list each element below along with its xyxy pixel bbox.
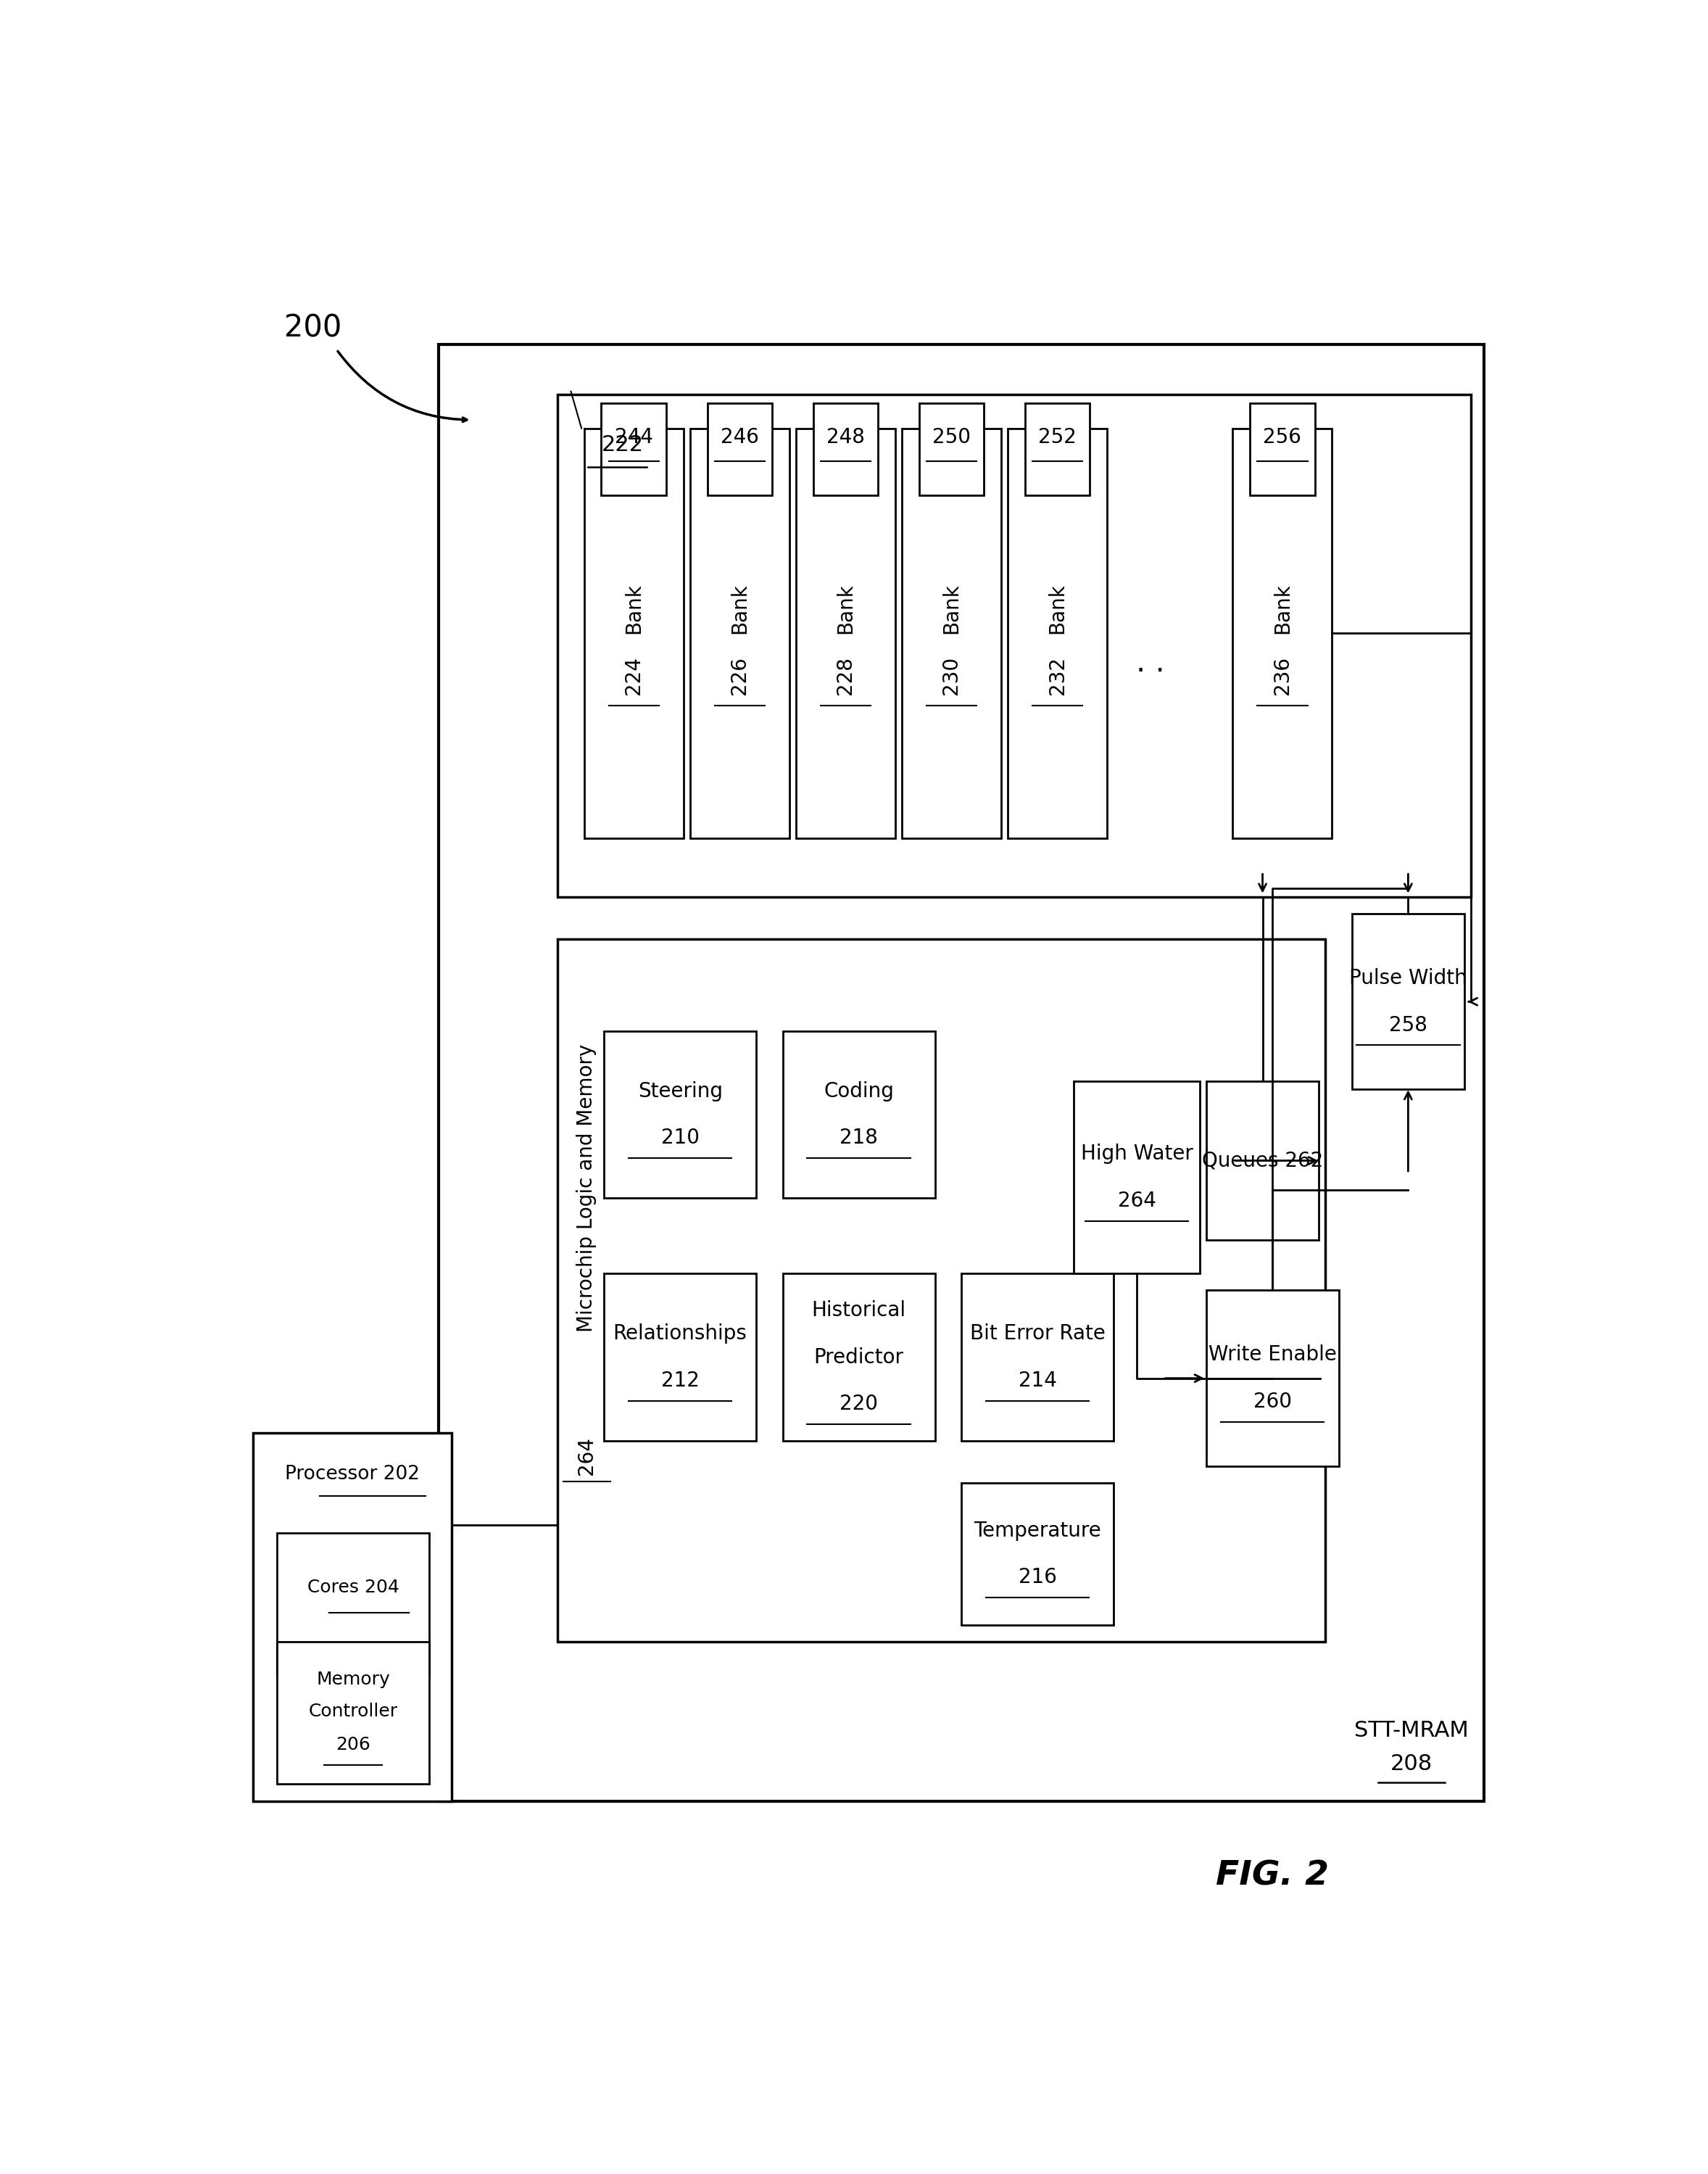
Text: 256: 256 bbox=[1264, 428, 1301, 448]
Bar bbox=[605, 1274, 757, 1441]
Text: 246: 246 bbox=[721, 428, 758, 448]
Text: Write Enable: Write Enable bbox=[1208, 1346, 1337, 1365]
Bar bbox=[557, 939, 1325, 1641]
Text: Memory: Memory bbox=[316, 1672, 389, 1689]
Text: 260: 260 bbox=[1254, 1391, 1291, 1411]
Bar bbox=[277, 1641, 429, 1785]
Text: Relationships: Relationships bbox=[613, 1324, 746, 1344]
Bar bbox=[1008, 428, 1107, 839]
Bar bbox=[439, 346, 1484, 1800]
Text: Controller: Controller bbox=[309, 1702, 398, 1720]
Text: 232: 232 bbox=[1047, 657, 1068, 694]
Text: High Water: High Water bbox=[1081, 1144, 1192, 1163]
Text: Steering: Steering bbox=[637, 1080, 722, 1102]
Bar bbox=[1206, 1291, 1339, 1465]
Text: Cores 204: Cores 204 bbox=[307, 1578, 400, 1596]
Bar bbox=[601, 402, 666, 496]
Text: Historical: Historical bbox=[811, 1300, 905, 1320]
Text: 212: 212 bbox=[661, 1370, 699, 1391]
Bar bbox=[1353, 913, 1464, 1089]
Bar bbox=[796, 428, 895, 839]
Bar bbox=[707, 402, 772, 496]
Text: 258: 258 bbox=[1389, 1015, 1428, 1035]
Text: Bank: Bank bbox=[835, 583, 856, 633]
Text: 248: 248 bbox=[827, 428, 864, 448]
Text: 226: 226 bbox=[729, 657, 750, 694]
Text: Bank: Bank bbox=[1047, 583, 1068, 633]
Text: Predictor: Predictor bbox=[813, 1348, 904, 1367]
Text: 244: 244 bbox=[615, 428, 652, 448]
Text: Coding: Coding bbox=[823, 1080, 893, 1102]
Text: 220: 220 bbox=[840, 1394, 878, 1415]
Bar bbox=[782, 1274, 934, 1441]
Bar bbox=[1233, 428, 1332, 839]
Text: 214: 214 bbox=[1018, 1370, 1057, 1391]
Text: Bank: Bank bbox=[623, 583, 644, 633]
Text: Bank: Bank bbox=[941, 583, 962, 633]
Text: Pulse Width: Pulse Width bbox=[1349, 967, 1467, 989]
Bar bbox=[1074, 1080, 1199, 1274]
Bar bbox=[1025, 402, 1090, 496]
Text: 206: 206 bbox=[336, 1737, 371, 1754]
Text: 222: 222 bbox=[601, 435, 644, 457]
Text: 210: 210 bbox=[661, 1128, 699, 1148]
Text: 216: 216 bbox=[1018, 1567, 1057, 1587]
Text: 224: 224 bbox=[623, 657, 644, 694]
Bar bbox=[277, 1533, 429, 1676]
Text: 208: 208 bbox=[1390, 1754, 1433, 1774]
Text: 228: 228 bbox=[835, 657, 856, 694]
Text: Microchip Logic and Memory: Microchip Logic and Memory bbox=[577, 1044, 596, 1333]
Text: Processor 202: Processor 202 bbox=[285, 1465, 420, 1485]
Bar bbox=[902, 428, 1001, 839]
Text: 236: 236 bbox=[1272, 657, 1293, 694]
Text: 252: 252 bbox=[1038, 428, 1076, 448]
Text: Temperature: Temperature bbox=[974, 1520, 1102, 1541]
Text: . .: . . bbox=[1136, 648, 1165, 678]
Text: 218: 218 bbox=[840, 1128, 878, 1148]
Text: FIG. 2: FIG. 2 bbox=[1216, 1861, 1329, 1894]
Bar bbox=[557, 396, 1471, 898]
Text: 250: 250 bbox=[933, 428, 970, 448]
Bar bbox=[782, 1030, 934, 1198]
Text: STT-MRAM: STT-MRAM bbox=[1354, 1720, 1469, 1741]
Bar bbox=[1206, 1080, 1319, 1239]
Bar bbox=[919, 402, 984, 496]
Text: 264: 264 bbox=[577, 1437, 596, 1476]
Text: Bank: Bank bbox=[1272, 583, 1293, 633]
Text: Bank: Bank bbox=[729, 583, 750, 633]
Text: 200: 200 bbox=[284, 313, 342, 343]
Bar bbox=[1250, 402, 1315, 496]
Bar bbox=[690, 428, 789, 839]
Bar bbox=[962, 1274, 1114, 1441]
Bar bbox=[253, 1433, 451, 1800]
Bar bbox=[605, 1030, 757, 1198]
Bar bbox=[962, 1483, 1114, 1626]
Bar bbox=[584, 428, 683, 839]
Text: 230: 230 bbox=[941, 657, 962, 694]
Text: Queues 262: Queues 262 bbox=[1202, 1150, 1324, 1172]
Text: 264: 264 bbox=[1117, 1191, 1156, 1211]
Text: Bit Error Rate: Bit Error Rate bbox=[970, 1324, 1105, 1344]
Bar bbox=[813, 402, 878, 496]
